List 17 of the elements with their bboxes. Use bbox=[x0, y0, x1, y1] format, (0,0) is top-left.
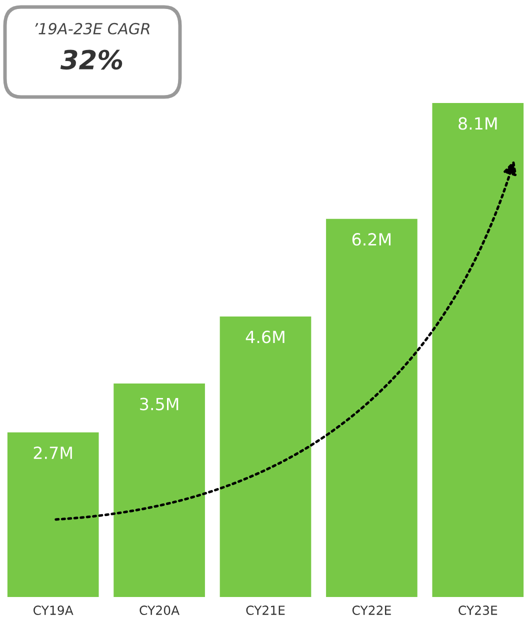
bar bbox=[326, 218, 418, 597]
x-tick-label: CY22E bbox=[352, 606, 391, 616]
bar bbox=[432, 103, 524, 597]
data-label: 2.7M bbox=[34, 446, 72, 459]
text: 32% bbox=[60, 50, 122, 70]
x-tick-label: CY20A bbox=[140, 606, 180, 616]
bar bbox=[7, 432, 99, 597]
data-label: 8.1M bbox=[458, 117, 497, 130]
data-label: 4.6M bbox=[246, 330, 284, 344]
bar bbox=[114, 384, 205, 597]
text: ’19A-23E CAGR bbox=[35, 22, 150, 34]
x-tick-label: CY23E bbox=[458, 606, 498, 616]
x-tick-label: CY21E bbox=[246, 606, 285, 616]
data-label: 3.5M bbox=[140, 398, 178, 410]
bar bbox=[220, 316, 312, 597]
data-label: 6.2M bbox=[352, 233, 391, 246]
x-tick-label: CY19A bbox=[34, 606, 74, 616]
